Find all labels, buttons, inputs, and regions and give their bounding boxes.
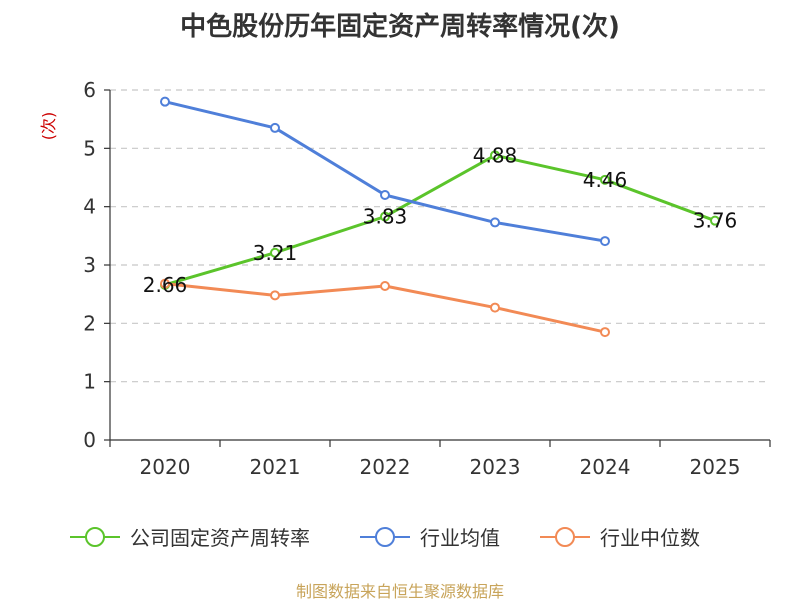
data-point: [380, 281, 390, 291]
legend-item: 行业中位数: [540, 526, 700, 550]
grid-lines: [110, 89, 770, 383]
data-label: 3.76: [693, 209, 738, 233]
chart-title: 中色股份历年固定资产周转率情况(次): [180, 12, 620, 42]
data-point: [600, 327, 610, 338]
data-label: 4.46: [583, 168, 628, 192]
legend-label: 行业中位数: [600, 526, 700, 550]
source-note: 制图数据来自恒生聚源数据库: [295, 582, 504, 601]
data-point: [710, 215, 720, 226]
data-point: [490, 150, 500, 161]
x-tick-label: 2023: [470, 455, 521, 479]
data-label: 4.88: [473, 143, 518, 167]
data-label: 2.66: [143, 273, 188, 297]
legend-marker: [85, 527, 105, 547]
y-tick-label: 4: [83, 195, 96, 219]
data-point: [160, 96, 170, 107]
series-lines: [160, 96, 720, 338]
y-tick-label: 0: [83, 428, 96, 452]
y-tick-label: 6: [83, 78, 96, 102]
legend-item: 公司固定资产周转率: [70, 526, 310, 550]
legend-item: 行业均值: [360, 526, 500, 550]
legend-label: 行业均值: [420, 526, 500, 550]
y-tick-label: 2: [83, 311, 96, 335]
data-point: [600, 174, 610, 185]
series-line-0: [164, 153, 716, 287]
data-label: 3.21: [253, 241, 298, 265]
legend-marker: [375, 527, 395, 547]
axes: 0 1 2 3 4 5 6 2020 2021 2022 2023 2024 2025: [83, 78, 771, 479]
data-label: 3.83: [363, 205, 408, 229]
y-tick-label: 1: [83, 370, 96, 394]
data-labels: 2.66 3.21 3.83 4.88 4.46 3.76: [143, 143, 738, 297]
x-tick-label: 2024: [580, 455, 631, 479]
x-tick-label: 2025: [690, 455, 741, 479]
data-point: [380, 211, 390, 222]
x-tick-label: 2021: [250, 455, 301, 479]
data-point: [490, 217, 500, 228]
y-tick-label: 3: [83, 253, 96, 277]
legend-marker: [555, 527, 575, 547]
data-point: [270, 122, 280, 133]
data-point: [270, 247, 280, 258]
legend-label: 公司固定资产周转率: [130, 526, 310, 550]
data-point: [380, 190, 390, 200]
x-tick-label: 2020: [140, 455, 191, 479]
data-point: [160, 278, 170, 289]
data-point: [270, 290, 280, 301]
y-tick-label: 5: [83, 136, 96, 160]
data-point: [600, 236, 610, 247]
x-tick-label: 2022: [360, 455, 411, 479]
legend: 公司固定资产周转率 行业均值 行业中位数: [70, 526, 700, 550]
data-point: [490, 302, 500, 313]
y-axis-unit-label: (次): [39, 112, 58, 141]
